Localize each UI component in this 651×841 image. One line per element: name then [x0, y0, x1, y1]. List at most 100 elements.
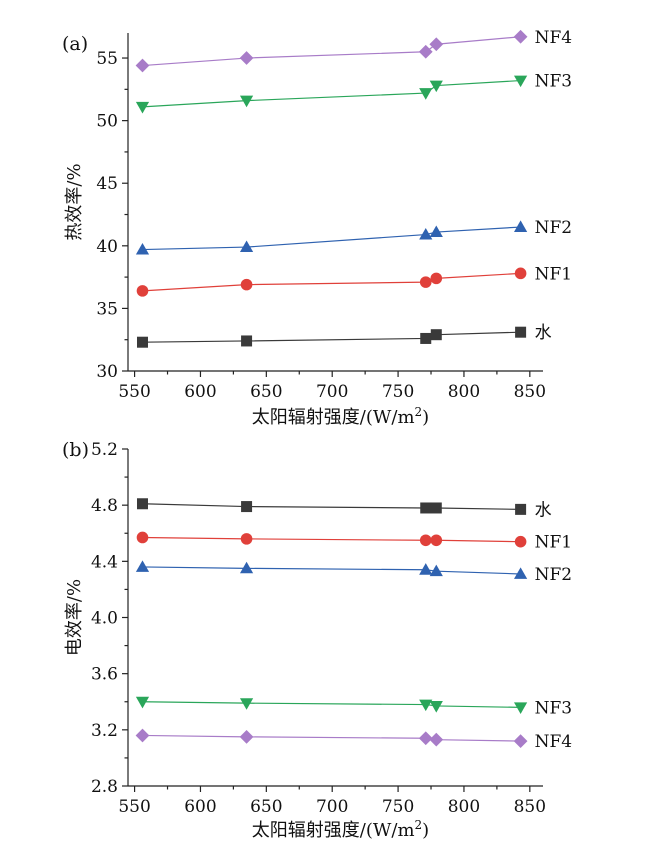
x-tick-label: 750 — [382, 797, 414, 817]
series-line — [142, 536, 521, 543]
series-line — [142, 36, 521, 67]
x-tick-label: 650 — [250, 797, 282, 817]
data-point — [429, 80, 443, 93]
y-tick-label: 3.2 — [91, 721, 118, 741]
series-line — [142, 734, 521, 742]
series-water: 水 — [136, 498, 552, 520]
series-line — [142, 79, 521, 108]
x-axis-title: 太阳辐射强度/(W/m2) — [252, 405, 429, 428]
data-point — [135, 728, 150, 743]
y-tick-label: 45 — [96, 174, 118, 194]
data-point — [515, 326, 527, 338]
x-tick-label: 850 — [514, 382, 546, 402]
data-point — [240, 533, 253, 545]
series-line — [142, 331, 521, 343]
x-tick-label: 550 — [118, 382, 150, 402]
y-tick-label: 4.0 — [91, 609, 118, 629]
series-label: NF4 — [535, 28, 573, 48]
series-label: NF3 — [535, 698, 573, 718]
data-point — [514, 267, 527, 280]
data-point — [514, 75, 528, 88]
series-nf3: NF3 — [135, 696, 573, 718]
series-nf1: NF1 — [136, 264, 573, 297]
data-point — [135, 696, 150, 709]
data-point — [135, 242, 150, 255]
y-tick-label: 4.4 — [91, 552, 118, 572]
series-nf2: NF2 — [135, 218, 573, 255]
series-nf1: NF1 — [136, 531, 573, 553]
data-point — [239, 51, 254, 65]
data-point — [430, 329, 442, 341]
data-point — [241, 501, 253, 513]
data-point — [429, 701, 443, 713]
series-label: NF1 — [535, 533, 573, 553]
data-point — [419, 88, 433, 100]
x-tick-label: 800 — [448, 382, 480, 402]
data-point — [135, 101, 150, 114]
data-point — [429, 564, 443, 577]
data-point — [419, 227, 433, 240]
x-tick-label: 750 — [382, 382, 414, 402]
data-point — [239, 561, 254, 574]
x-tick-label: 550 — [118, 797, 150, 817]
x-tick-label: 700 — [316, 797, 348, 817]
data-point — [136, 285, 149, 297]
data-point — [418, 731, 433, 746]
data-point — [513, 29, 528, 44]
data-point — [514, 567, 528, 579]
series-label: 水 — [535, 500, 552, 520]
series-line — [142, 226, 521, 251]
y-tick-label: 55 — [96, 49, 118, 69]
series-line — [142, 566, 521, 575]
series-line — [142, 701, 521, 708]
data-point — [241, 335, 253, 347]
data-point — [419, 699, 433, 712]
y-tick-label: 5.2 — [91, 440, 118, 460]
data-point — [239, 698, 254, 710]
panel-label: (b) — [62, 439, 89, 461]
x-tick-label: 800 — [448, 797, 480, 817]
data-point — [515, 503, 527, 515]
series-line — [142, 503, 521, 510]
data-point — [239, 729, 254, 744]
y-tick-label: 50 — [96, 112, 118, 132]
data-point — [135, 560, 150, 572]
series-label: NF1 — [535, 264, 573, 284]
data-point — [419, 534, 432, 547]
series-nf3: NF3 — [135, 72, 573, 114]
data-point — [419, 563, 433, 575]
data-point — [136, 498, 148, 510]
data-point — [239, 95, 254, 108]
series-label: NF3 — [535, 72, 573, 92]
series-line — [142, 272, 521, 292]
data-point — [513, 734, 528, 748]
series-label: NF2 — [535, 218, 573, 238]
x-tick-label: 650 — [250, 382, 282, 402]
series-nf4: NF4 — [135, 728, 572, 752]
panel-a-thermal-efficiency-chart: 550 600 650 700 750 800 850 30 35 40 45 50 55 (a) 太阳辐射… — [62, 28, 572, 428]
data-point — [429, 37, 444, 52]
series-water: 水 — [136, 323, 552, 348]
series-label: 水 — [535, 323, 552, 343]
x-tick-label: 700 — [316, 382, 348, 402]
x-tick-label: 600 — [184, 382, 216, 402]
data-point — [135, 58, 150, 73]
data-point — [514, 220, 528, 232]
data-point — [419, 276, 432, 288]
data-point — [430, 502, 442, 514]
y-axis-title: 热效率/% — [64, 163, 85, 240]
data-point — [429, 225, 443, 237]
y-tick-label: 35 — [96, 299, 118, 319]
data-point — [136, 336, 148, 348]
data-point — [240, 278, 253, 291]
series-nf2: NF2 — [135, 560, 573, 585]
y-tick-label: 2.8 — [91, 777, 118, 797]
data-point — [420, 332, 432, 344]
y-tick-label: 4.8 — [91, 496, 118, 516]
x-tick-label: 850 — [514, 797, 546, 817]
x-tick-label: 600 — [184, 797, 216, 817]
data-point — [239, 240, 254, 253]
data-point — [420, 502, 432, 514]
series-label: NF2 — [535, 565, 573, 585]
